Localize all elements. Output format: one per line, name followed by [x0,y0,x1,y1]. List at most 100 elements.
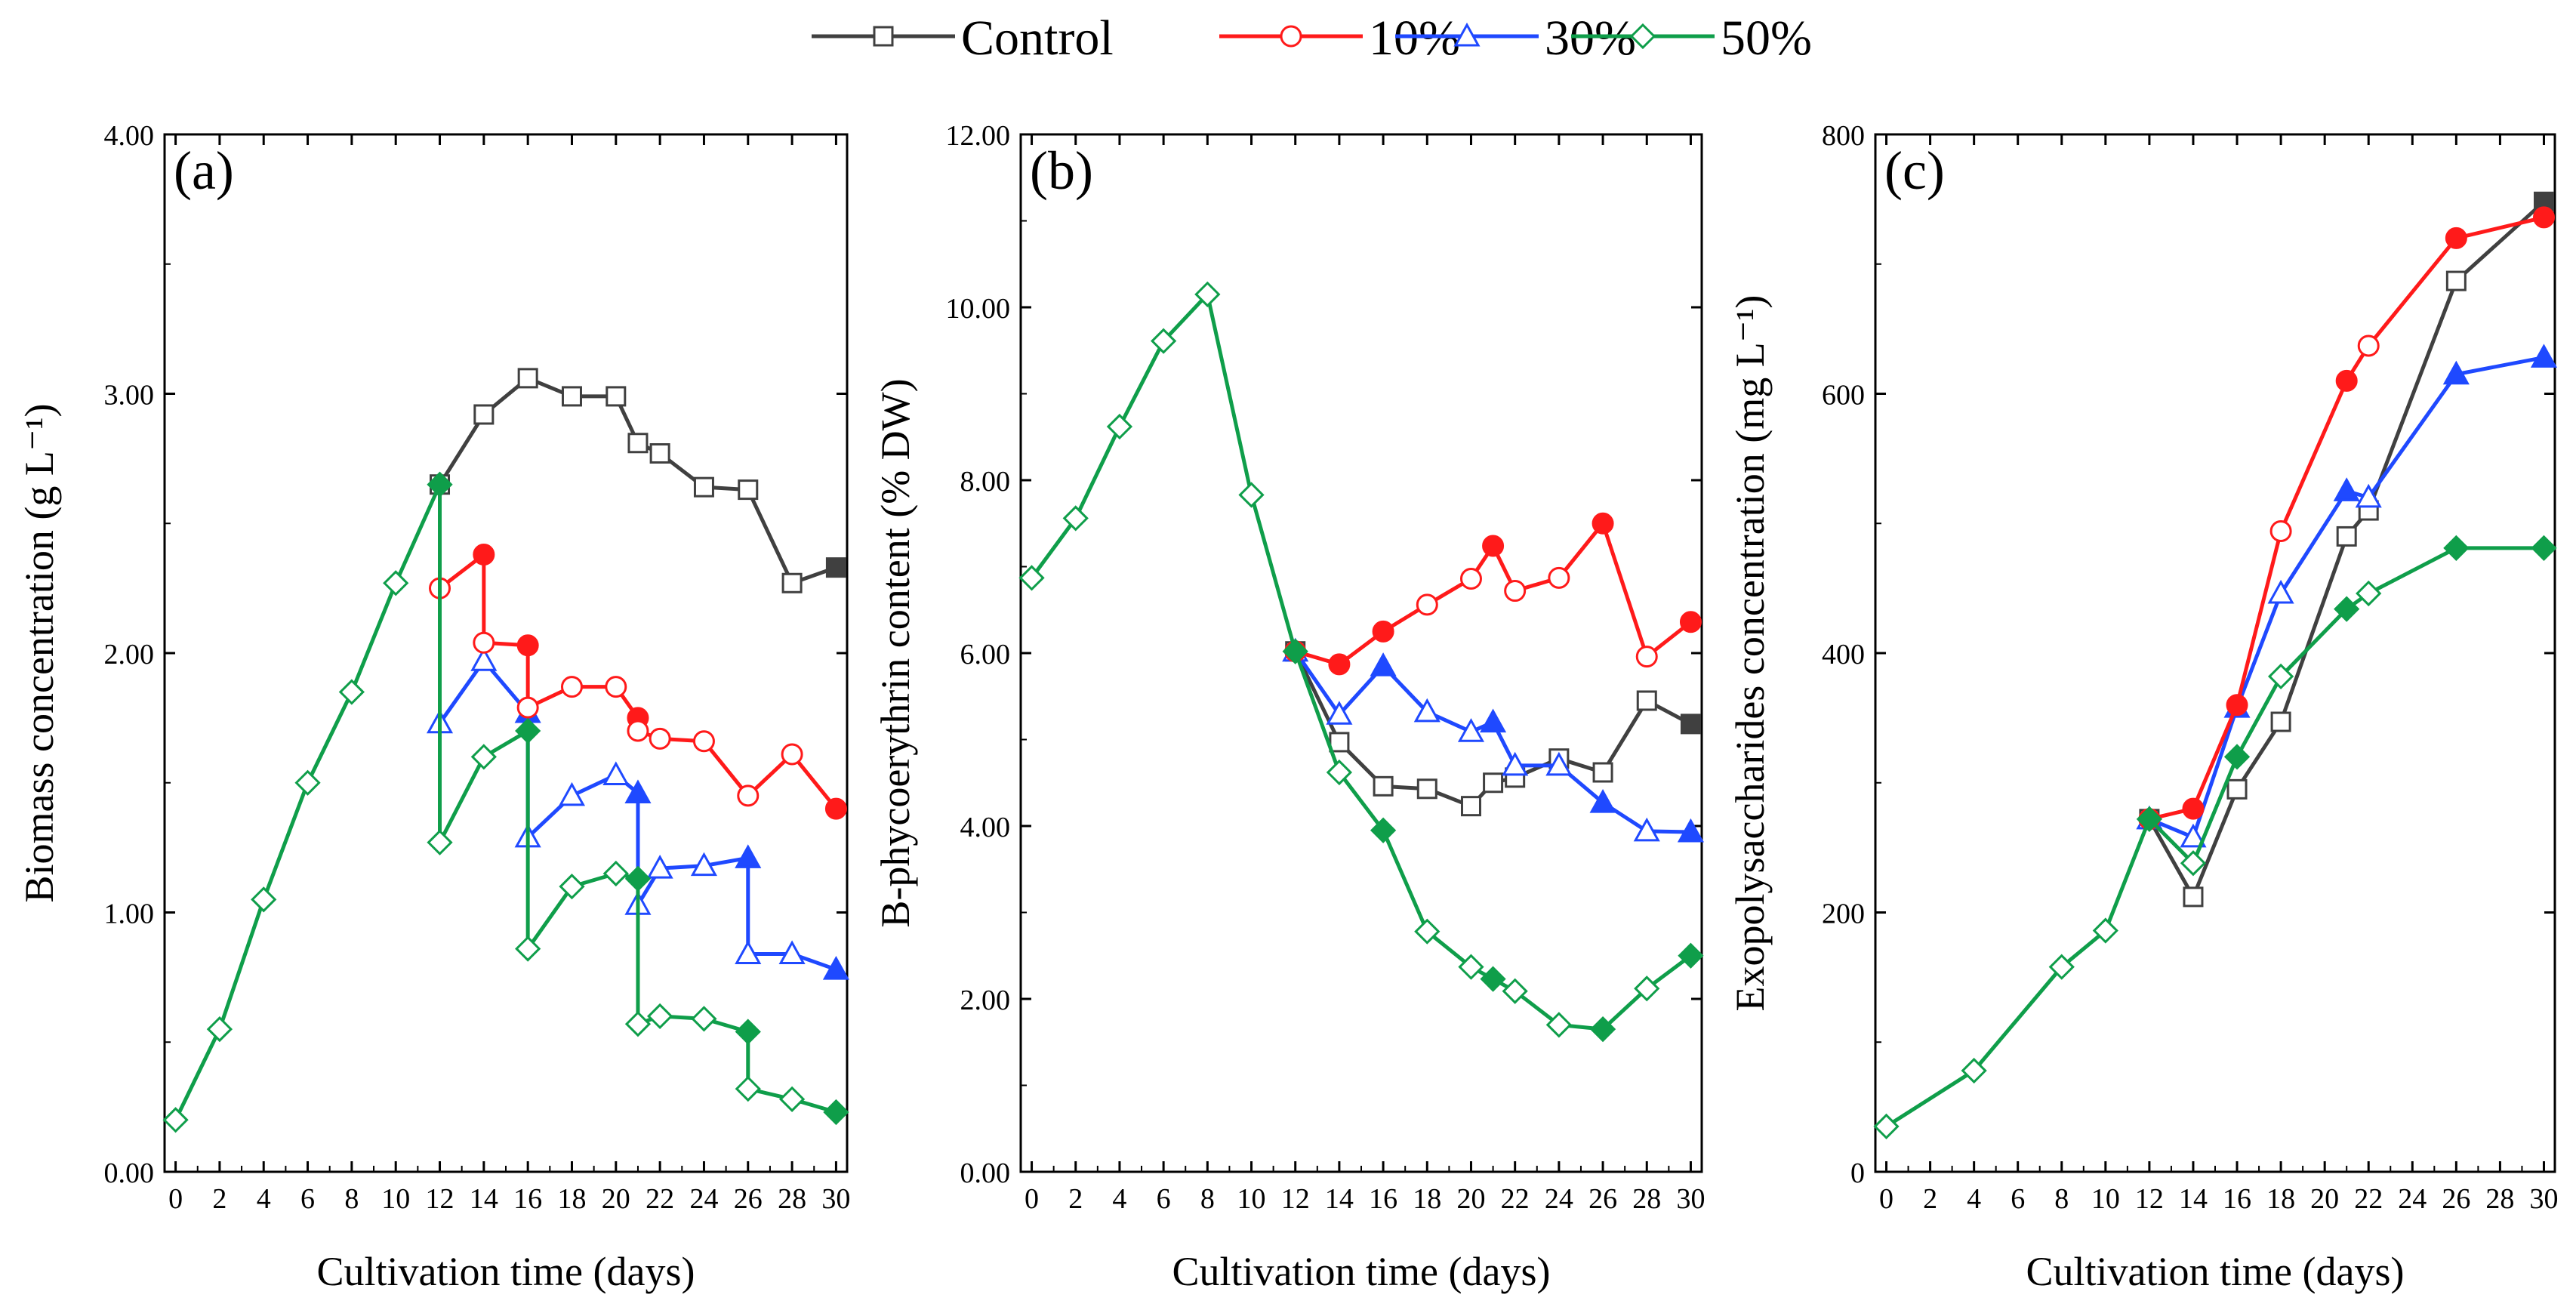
data-point [2445,270,2467,291]
data-point [737,784,760,807]
data-point [2092,917,2118,944]
panel-a: 0 2 4 6 8 10 12 14 16 18 20 22 24 26 28 300.001.002.003… [17,120,850,1294]
x-tick-label: 6 [2011,1183,2025,1215]
y-tick-label: 200 [1822,898,1865,930]
x-axis-title: Cultivation time (days) [2026,1249,2405,1294]
data-point [1545,1012,1572,1038]
data-point [1545,751,1573,776]
y-tick-label: 1.00 [104,898,155,930]
data-point [560,676,583,698]
data-point [649,727,671,750]
panel-label: (b) [1030,140,1093,201]
data-point [2357,334,2380,357]
data-point [2267,663,2294,690]
series-line [174,482,837,1121]
data-point [1062,505,1089,532]
data-point [2442,360,2470,385]
data-point [1372,620,1394,643]
plot-frame [1019,133,1703,1173]
data-point [338,679,365,705]
series-50pct [1873,535,2557,1140]
data-point [627,433,649,454]
data-point [2336,526,2357,547]
x-tick-label: 6 [300,1183,315,1215]
x-tick-label: 26 [734,1183,763,1215]
x-tick-label: 2 [1923,1183,1937,1215]
data-point [1414,918,1441,945]
data-point [781,572,803,593]
x-tick-label: 2 [212,1183,226,1215]
x-tick-label: 4 [1967,1183,1981,1215]
series-30pct [1282,637,1705,843]
data-point [605,676,627,698]
data-point [2269,520,2292,543]
data-point [2335,369,2358,392]
data-point [778,940,806,964]
series-line [1293,650,1691,834]
series-50pct [1018,281,1704,1043]
data-point [1018,565,1045,591]
data-point [1373,775,1394,797]
x-tick-label: 14 [470,1183,498,1215]
y-tick-label: 800 [1822,120,1865,152]
data-point [624,1011,652,1037]
data-point [778,1086,806,1112]
data-point [646,855,673,879]
x-tick-label: 0 [168,1183,183,1215]
data-point [2048,954,2075,980]
x-tick-label: 10 [1237,1183,1266,1215]
x-tick-label: 12 [426,1183,454,1215]
series-line [1885,546,2544,1128]
data-point [383,570,409,596]
data-point [251,886,277,913]
data-point [515,717,541,744]
data-point [1592,762,1613,783]
y-axis-title: Biomass concentration (g L⁻¹) [17,403,62,902]
data-point [427,471,453,498]
legend-marker-square-icon [873,26,894,47]
x-tick-label: 20 [1456,1183,1485,1215]
data-point [473,404,495,425]
series-line [2147,200,2546,899]
legend-marker-diamond-icon [1629,23,1656,50]
data-point [1592,512,1614,535]
data-point [2531,535,2557,562]
data-point [735,1075,761,1102]
x-tick-label: 4 [1112,1183,1126,1215]
data-point [735,844,762,868]
data-point [2226,694,2248,717]
data-point [735,940,762,964]
data-point [558,781,586,806]
x-tick-label: 4 [257,1183,271,1215]
data-point [2267,579,2294,604]
x-tick-label: 20 [2310,1183,2339,1215]
data-point [561,386,582,407]
y-tick-label: 0 [1850,1157,1865,1189]
y-axis-title: B-phycoerythrin content (% DW) [873,378,918,927]
data-point [605,386,627,407]
data-point [1634,976,1660,1002]
x-tick-label: 22 [646,1183,674,1215]
data-point [692,730,715,753]
data-point [1961,1057,1987,1084]
x-tick-label: 22 [2354,1183,2383,1215]
data-point [735,1019,761,1045]
y-tick-label: 8.00 [960,466,1011,498]
x-tick-label: 18 [557,1183,586,1215]
y-tick-label: 4.00 [960,812,1011,843]
x-tick-label: 16 [1369,1183,1397,1215]
data-point [2443,535,2470,562]
x-tick-label: 24 [689,1183,718,1215]
x-tick-label: 8 [2054,1183,2069,1215]
data-point [2223,744,2251,770]
data-point [1677,818,1705,843]
data-point [602,761,630,785]
x-tick-label: 0 [1025,1183,1039,1215]
x-tick-label: 8 [1200,1183,1215,1215]
x-tick-label: 30 [2529,1183,2558,1215]
data-point [822,955,849,980]
data-point [473,543,495,566]
panel-label: (c) [1884,140,1945,201]
y-tick-label: 6.00 [960,639,1011,670]
x-tick-label: 22 [1501,1183,1530,1215]
